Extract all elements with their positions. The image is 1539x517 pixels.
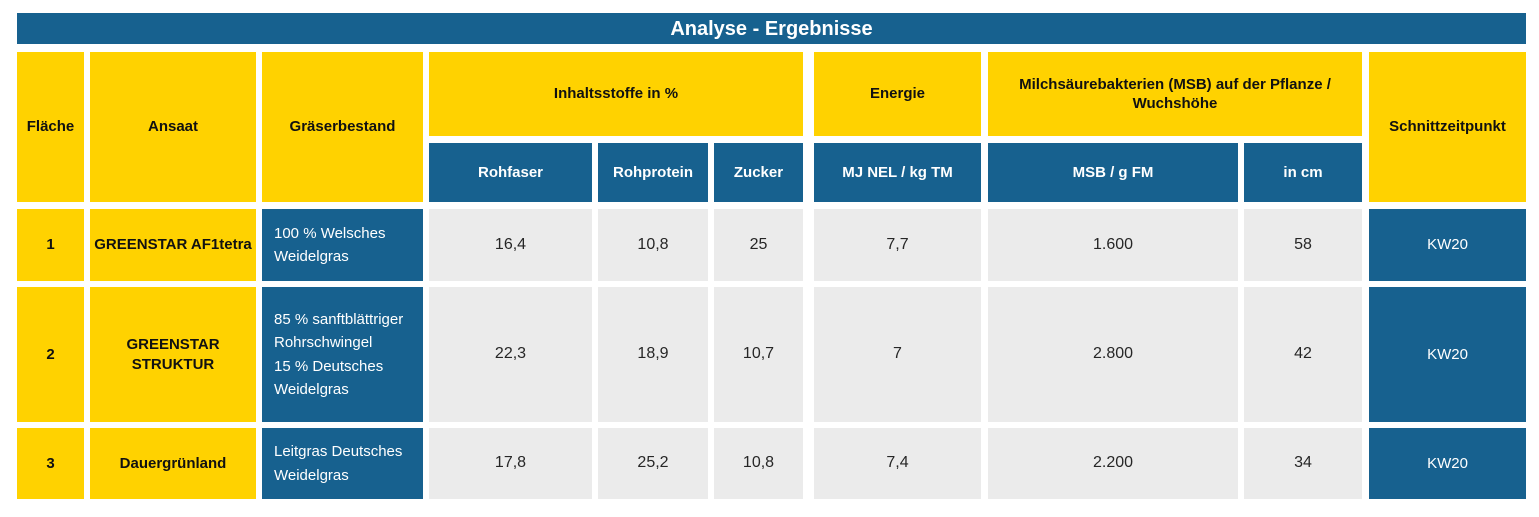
row1-schnittzeitpunkt: KW20 (1369, 209, 1526, 281)
row2-schnittzeitpunkt: KW20 (1369, 287, 1526, 422)
table-title: Analyse - Ergebnisse (17, 13, 1526, 44)
row2-ansaat: GREENSTAR STRUKTUR (90, 287, 256, 422)
col-header-flaeche: Fläche (17, 52, 84, 202)
row2-rohprotein-value: 18,9 (598, 287, 708, 422)
sub-header-zucker: Zucker (714, 143, 803, 202)
row3-in-cm-value: 34 (1244, 428, 1362, 499)
row1-rohprotein-value: 10,8 (598, 209, 708, 281)
row1-graeserbestand: 100 % Welsches Weidelgras (262, 209, 423, 281)
row3-ansaat: Dauergrünland (90, 428, 256, 499)
row2-rohfaser-value: 22,3 (429, 287, 592, 422)
row1-rohfaser-value: 16,4 (429, 209, 592, 281)
row1-msb-g-fm-value: 1.600 (988, 209, 1238, 281)
row3-mj-nel-value: 7,4 (814, 428, 981, 499)
row3-rohfaser-value: 17,8 (429, 428, 592, 499)
row2-mj-nel-value: 7 (814, 287, 981, 422)
row3-rohprotein-value: 25,2 (598, 428, 708, 499)
row2-flaeche: 2 (17, 287, 84, 422)
col-header-graeserbestand: Gräserbestand (262, 52, 423, 202)
sub-header-in-cm: in cm (1244, 143, 1362, 202)
sub-header-rohprotein: Rohprotein (598, 143, 708, 202)
row3-zucker-value: 10,8 (714, 428, 803, 499)
row1-ansaat: GREENSTAR AF1tetra (90, 209, 256, 281)
row3-msb-g-fm-value: 2.200 (988, 428, 1238, 499)
sub-header-mj-nel: MJ NEL / kg TM (814, 143, 981, 202)
group-header-inhaltsstoffe: Inhaltsstoffe in % (429, 52, 803, 136)
sub-header-msb-g-fm: MSB / g FM (988, 143, 1238, 202)
group-header-energie: Energie (814, 52, 981, 136)
analysis-results-table: Analyse - Ergebnisse Fläche Ansaat Gräse… (17, 13, 1526, 499)
col-header-ansaat: Ansaat (90, 52, 256, 202)
row1-flaeche: 1 (17, 209, 84, 281)
row1-in-cm-value: 58 (1244, 209, 1362, 281)
row1-zucker-value: 25 (714, 209, 803, 281)
row2-zucker-value: 10,7 (714, 287, 803, 422)
row3-schnittzeitpunkt: KW20 (1369, 428, 1526, 499)
row3-graeserbestand: Leitgras Deutsches Weidelgras (262, 428, 423, 499)
sub-header-rohfaser: Rohfaser (429, 143, 592, 202)
row2-graeserbestand: 85 % sanftblättriger Rohrschwingel 15 % … (262, 287, 423, 422)
row2-in-cm-value: 42 (1244, 287, 1362, 422)
col-header-schnittzeitpunkt: Schnittzeitpunkt (1369, 52, 1526, 202)
row1-mj-nel-value: 7,7 (814, 209, 981, 281)
row2-msb-g-fm-value: 2.800 (988, 287, 1238, 422)
row3-flaeche: 3 (17, 428, 84, 499)
group-header-msb: Milchsäurebakterien (MSB) auf der Pflanz… (988, 52, 1362, 136)
